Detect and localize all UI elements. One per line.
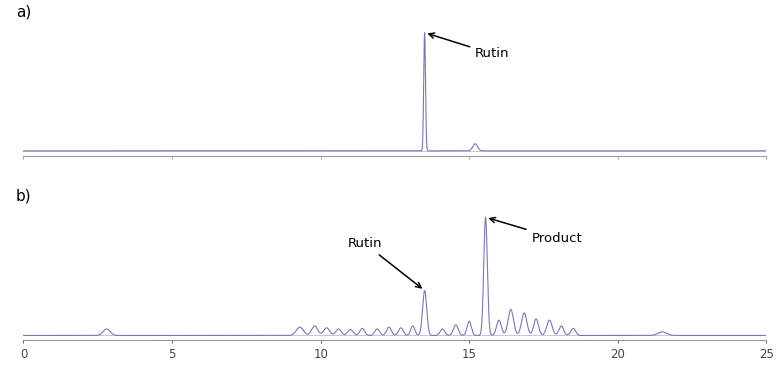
Text: a): a) bbox=[16, 4, 31, 19]
Text: Product: Product bbox=[490, 217, 583, 245]
Text: b): b) bbox=[16, 189, 31, 204]
Text: Rutin: Rutin bbox=[429, 33, 510, 60]
Text: Rutin: Rutin bbox=[348, 237, 421, 288]
